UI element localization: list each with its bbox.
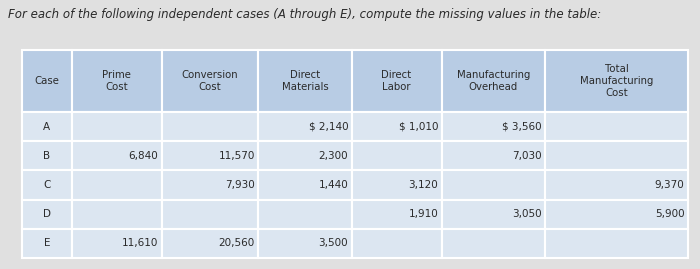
- Text: Direct
Materials: Direct Materials: [281, 70, 328, 92]
- Text: Conversion
Cost: Conversion Cost: [182, 70, 239, 92]
- Text: 7,930: 7,930: [225, 180, 255, 190]
- Text: For each of the following independent cases (A through E), compute the missing v: For each of the following independent ca…: [8, 8, 601, 21]
- Text: E: E: [43, 238, 50, 248]
- Text: Manufacturing
Overhead: Manufacturing Overhead: [456, 70, 530, 92]
- Text: 3,050: 3,050: [512, 209, 541, 219]
- Text: 7,030: 7,030: [512, 151, 541, 161]
- Text: 6,840: 6,840: [129, 151, 158, 161]
- Text: 11,570: 11,570: [218, 151, 255, 161]
- Text: C: C: [43, 180, 50, 190]
- Text: 9,370: 9,370: [654, 180, 685, 190]
- Text: 11,610: 11,610: [122, 238, 158, 248]
- Text: Case: Case: [34, 76, 60, 86]
- Text: 3,500: 3,500: [318, 238, 348, 248]
- Text: Direct
Labor: Direct Labor: [382, 70, 412, 92]
- Text: D: D: [43, 209, 51, 219]
- Text: 5,900: 5,900: [655, 209, 685, 219]
- Text: 3,120: 3,120: [408, 180, 438, 190]
- Text: B: B: [43, 151, 50, 161]
- Text: 1,910: 1,910: [408, 209, 438, 219]
- Text: Total
Manufacturing
Cost: Total Manufacturing Cost: [580, 64, 653, 98]
- Text: $ 3,560: $ 3,560: [502, 122, 541, 132]
- Text: 20,560: 20,560: [218, 238, 255, 248]
- Text: 1,440: 1,440: [318, 180, 348, 190]
- Text: $ 1,010: $ 1,010: [398, 122, 438, 132]
- Text: Prime
Cost: Prime Cost: [102, 70, 132, 92]
- Text: 2,300: 2,300: [318, 151, 348, 161]
- Text: $ 2,140: $ 2,140: [309, 122, 348, 132]
- Text: A: A: [43, 122, 50, 132]
